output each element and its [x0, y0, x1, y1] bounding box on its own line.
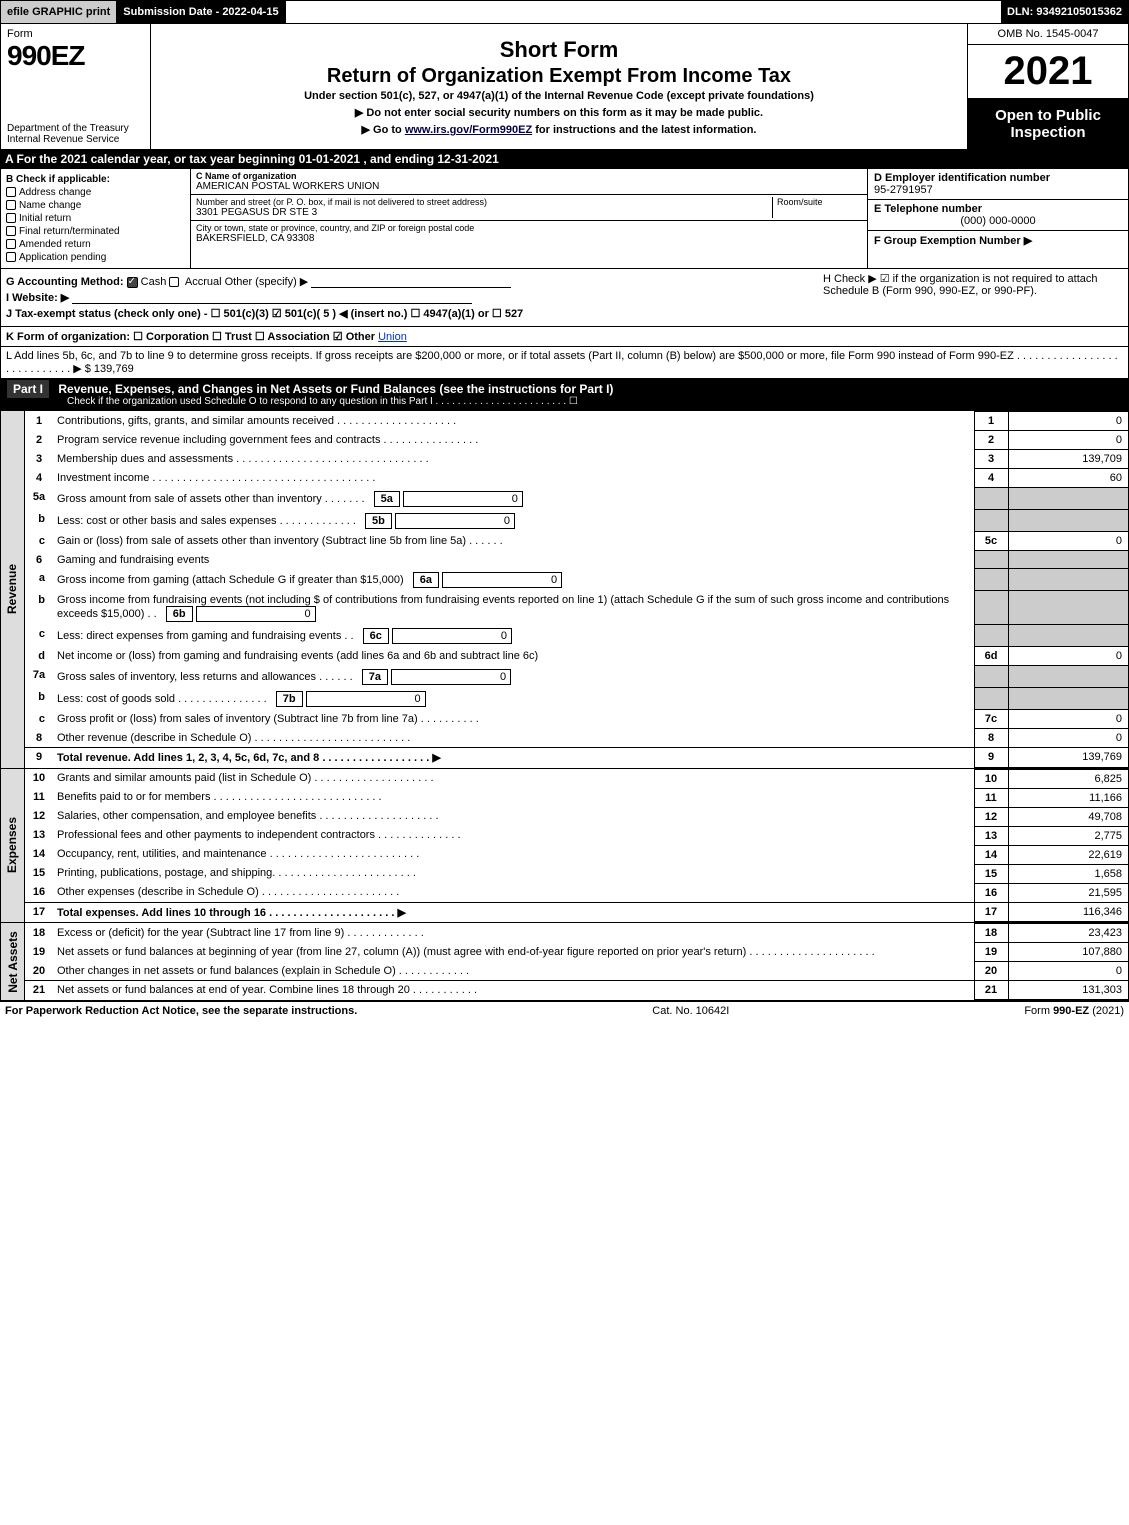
netassets-tab: Net Assets: [1, 923, 25, 1000]
short-form-title: Short Form: [155, 37, 963, 63]
line12-amt: 49,708: [1008, 807, 1128, 826]
k-other-link[interactable]: Union: [378, 331, 407, 343]
ein: 95-2791957: [874, 184, 933, 196]
form-title: Return of Organization Exempt From Incom…: [155, 65, 963, 88]
dln: DLN: 93492105015362: [1001, 1, 1128, 23]
section-def: D Employer identification number 95-2791…: [868, 169, 1128, 268]
netassets-section: Net Assets 18Excess or (deficit) for the…: [0, 923, 1129, 1001]
chk-name-change[interactable]: Name change: [6, 200, 185, 211]
section-b: B Check if applicable: Address change Na…: [1, 169, 191, 268]
footer-left: For Paperwork Reduction Act Notice, see …: [5, 1005, 357, 1017]
line1-amt: 0: [1008, 412, 1128, 431]
line5c-amt: 0: [1008, 532, 1128, 551]
tax-year: 2021: [968, 45, 1128, 99]
goto-link-line: ▶ Go to www.irs.gov/Form990EZ for instru…: [155, 123, 963, 136]
department: Department of the Treasury Internal Reve…: [7, 123, 144, 145]
line10-amt: 6,825: [1008, 769, 1128, 788]
chk-initial-return[interactable]: Initial return: [6, 213, 185, 224]
line7c-amt: 0: [1008, 710, 1128, 729]
form-number: 990EZ: [7, 40, 85, 71]
c-name-label: C Name of organization: [196, 171, 862, 181]
section-bcdef: B Check if applicable: Address change Na…: [0, 169, 1129, 269]
d-label: D Employer identification number: [874, 172, 1050, 184]
line6d-amt: 0: [1008, 647, 1128, 666]
part1-title: Revenue, Expenses, and Changes in Net As…: [58, 382, 613, 396]
line17-amt: 116,346: [1008, 902, 1128, 922]
netassets-table: 18Excess or (deficit) for the year (Subt…: [25, 923, 1128, 1000]
line3-amt: 139,709: [1008, 450, 1128, 469]
submission-date: Submission Date - 2022-04-15: [117, 1, 285, 23]
chk-accrual[interactable]: [169, 277, 179, 287]
line-a: A For the 2021 calendar year, or tax yea…: [0, 150, 1129, 169]
e-label: E Telephone number: [874, 203, 982, 215]
form-header: Form 990EZ Department of the Treasury In…: [0, 24, 1129, 150]
line15-amt: 1,658: [1008, 864, 1128, 883]
goto-post: for instructions and the latest informat…: [532, 124, 756, 136]
line18-amt: 23,423: [1008, 924, 1128, 943]
line21-amt: 131,303: [1008, 981, 1128, 1000]
line19-amt: 107,880: [1008, 943, 1128, 962]
chk-cash[interactable]: [127, 277, 138, 288]
part1-label: Part I: [7, 380, 49, 398]
line2-amt: 0: [1008, 431, 1128, 450]
expenses-tab: Expenses: [1, 769, 25, 923]
header-right: OMB No. 1545-0047 2021 Open to Public In…: [968, 24, 1128, 149]
omb-number: OMB No. 1545-0047: [968, 24, 1128, 45]
org-name: AMERICAN POSTAL WORKERS UNION: [196, 181, 862, 192]
chk-final-return[interactable]: Final return/terminated: [6, 226, 185, 237]
irs-link[interactable]: www.irs.gov/Form990EZ: [405, 124, 532, 136]
revenue-section: Revenue 1Contributions, gifts, grants, a…: [0, 411, 1129, 769]
line-l: L Add lines 5b, 6c, and 7b to line 9 to …: [0, 347, 1129, 379]
section-ghij: H Check ▶ ☑ if the organization is not r…: [0, 269, 1129, 327]
footer-right: Form 990-EZ (2021): [1024, 1005, 1124, 1017]
line9-amt: 139,769: [1008, 748, 1128, 768]
f-label: F Group Exemption Number ▶: [874, 235, 1032, 247]
line11-amt: 11,166: [1008, 788, 1128, 807]
chk-address-change[interactable]: Address change: [6, 187, 185, 198]
expenses-table: 10Grants and similar amounts paid (list …: [25, 769, 1128, 923]
org-city: BAKERSFIELD, CA 93308: [196, 233, 862, 244]
line20-amt: 0: [1008, 962, 1128, 981]
open-to-public: Open to Public Inspection: [968, 99, 1128, 149]
line-j: J Tax-exempt status (check only one) - ☐…: [6, 307, 1123, 320]
line13-amt: 2,775: [1008, 826, 1128, 845]
c-addr-label: Number and street (or P. O. box, if mail…: [196, 197, 772, 207]
top-bar: efile GRAPHIC print Submission Date - 20…: [0, 0, 1129, 24]
page-footer: For Paperwork Reduction Act Notice, see …: [0, 1001, 1129, 1020]
line4-amt: 60: [1008, 469, 1128, 488]
section-c: C Name of organization AMERICAN POSTAL W…: [191, 169, 868, 268]
header-center: Short Form Return of Organization Exempt…: [151, 24, 968, 149]
line-h: H Check ▶ ☑ if the organization is not r…: [823, 272, 1123, 297]
room-label: Room/suite: [777, 197, 862, 207]
line8-amt: 0: [1008, 729, 1128, 748]
revenue-table: 1Contributions, gifts, grants, and simil…: [25, 411, 1128, 768]
telephone: (000) 000-0000: [874, 215, 1122, 227]
ssn-warning: ▶ Do not enter social security numbers o…: [155, 106, 963, 119]
b-header: B Check if applicable:: [6, 174, 110, 185]
line16-amt: 21,595: [1008, 883, 1128, 902]
efile-print-button[interactable]: efile GRAPHIC print: [1, 1, 117, 23]
form-label: Form: [7, 28, 33, 40]
footer-center: Cat. No. 10642I: [652, 1005, 729, 1017]
header-left: Form 990EZ Department of the Treasury In…: [1, 24, 151, 149]
form-subtitle: Under section 501(c), 527, or 4947(a)(1)…: [155, 90, 963, 102]
part1-sub: Check if the organization used Schedule …: [7, 396, 1122, 407]
line-k: K Form of organization: ☐ Corporation ☐ …: [0, 327, 1129, 347]
c-city-label: City or town, state or province, country…: [196, 223, 862, 233]
expenses-section: Expenses 10Grants and similar amounts pa…: [0, 769, 1129, 924]
spacer: [286, 1, 1001, 23]
org-address: 3301 PEGASUS DR STE 3: [196, 207, 772, 218]
part1-header: Part I Revenue, Expenses, and Changes in…: [0, 379, 1129, 411]
chk-amended-return[interactable]: Amended return: [6, 239, 185, 250]
goto-pre: ▶ Go to: [362, 124, 405, 136]
revenue-tab: Revenue: [1, 411, 25, 768]
chk-application-pending[interactable]: Application pending: [6, 252, 185, 263]
line14-amt: 22,619: [1008, 845, 1128, 864]
